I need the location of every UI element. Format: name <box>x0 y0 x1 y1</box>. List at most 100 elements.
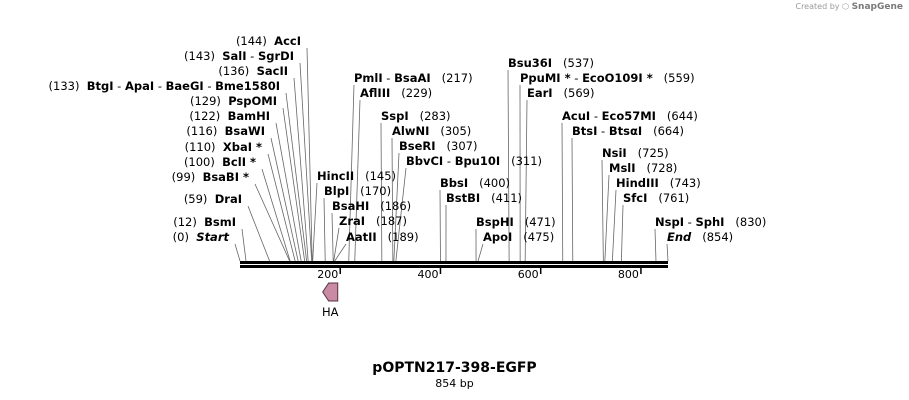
site-label-s18[interactable]: PmlI - BsaAI (217) <box>354 71 473 85</box>
site-label-s0[interactable]: (0) Start <box>173 230 230 244</box>
site-label-part: BseRI <box>399 139 436 153</box>
site-label-part: (307) <box>436 139 478 153</box>
site-label-s25[interactable]: BstBI (411) <box>446 191 522 205</box>
leader-line-s14 <box>323 197 326 262</box>
tick-label-400: 400 <box>417 268 438 281</box>
site-label-part: (186) <box>369 199 411 213</box>
site-label-s8[interactable]: (129) PspOMI <box>190 94 277 108</box>
site-label-s10[interactable]: (136) SacII <box>218 64 288 78</box>
site-label-s24[interactable]: BbsI (400) <box>440 176 510 190</box>
site-label-part: Eco57MI <box>602 109 656 123</box>
site-label-part: SphI <box>695 215 724 229</box>
leader-line-s13 <box>312 182 318 262</box>
site-label-s26[interactable]: BspHI (471) <box>476 215 556 229</box>
site-label-part: (537) <box>552 56 594 70</box>
leader-line-s20 <box>380 122 383 262</box>
site-label-s13[interactable]: HincII (145) <box>317 169 396 183</box>
site-label-part: ApaI <box>125 79 154 93</box>
site-label-s15[interactable]: BsaHI (186) <box>332 199 411 213</box>
leader-line-s36 <box>620 204 624 262</box>
leader-line-s8 <box>282 107 306 262</box>
site-label-part: (311) <box>500 154 542 168</box>
site-label-s22[interactable]: BseRI (307) <box>399 139 477 153</box>
site-label-part: BsaHI <box>332 199 369 213</box>
site-label-s19[interactable]: AflIII (229) <box>360 86 432 100</box>
site-label-part: (100) <box>184 155 222 169</box>
site-label-part: (559) <box>653 71 695 85</box>
site-label-s33[interactable]: NsiI (725) <box>602 146 669 160</box>
site-label-part: BbsI <box>440 176 468 190</box>
site-label-part: DraI <box>215 192 242 206</box>
site-label-part: (854) <box>691 230 733 244</box>
site-label-s27[interactable]: ApoI (475) <box>483 230 554 244</box>
site-label-s5[interactable]: (110) XbaI * <box>185 140 262 154</box>
site-label-s1[interactable]: (12) BsmI <box>173 215 236 229</box>
site-label-s23[interactable]: BbvCI - Bpu10I (311) <box>406 154 542 168</box>
site-label-s37[interactable]: NspI - SphI (830) <box>655 215 766 229</box>
site-label-s34[interactable]: MslI (728) <box>609 161 677 175</box>
site-label-s28[interactable]: Bsu36I (537) <box>508 56 594 70</box>
leader-line-s4 <box>261 168 291 262</box>
site-label-part: (99) <box>172 170 203 184</box>
site-label-part: (830) <box>724 215 766 229</box>
site-label-s16[interactable]: ZraI (187) <box>339 214 407 228</box>
site-label-part: AccI <box>274 34 301 48</box>
site-label-s12[interactable]: (144) AccI <box>236 34 301 48</box>
site-label-part: BlpI <box>324 184 349 198</box>
snapgene-logo-icon: ⬡ <box>842 2 850 11</box>
site-label-s4[interactable]: (100) BclI * <box>184 155 256 169</box>
plasmid-length: 854 bp <box>435 377 474 390</box>
site-label-part: BaeGI <box>166 79 204 93</box>
site-label-part: AatII <box>346 230 377 244</box>
site-label-s30[interactable]: EarI (569) <box>527 86 594 100</box>
site-label-s6[interactable]: (116) BsaWI <box>186 124 265 138</box>
site-label-s9[interactable]: (133) BtgI - ApaI - BaeGI - Bme1580I <box>49 79 280 93</box>
site-label-part: BstBI <box>446 191 480 205</box>
site-label-part: - <box>154 79 165 93</box>
leader-line-s18 <box>348 84 355 262</box>
site-label-part: (145) <box>354 169 396 183</box>
leader-line-s21 <box>391 137 394 262</box>
site-label-part: Bsu36I <box>508 56 552 70</box>
site-label-part: (217) <box>431 71 473 85</box>
site-label-part: BsaBI * <box>203 170 249 184</box>
site-label-s32[interactable]: BtsI - BtsαI (664) <box>572 124 684 138</box>
site-label-s35[interactable]: HindIII (743) <box>616 176 701 190</box>
site-label-part: PmlI <box>354 71 383 85</box>
site-label-part: EarI <box>527 86 553 100</box>
site-label-s3[interactable]: (99) BsaBI * <box>172 170 249 184</box>
site-label-part: (283) <box>409 109 451 123</box>
leader-line-s5 <box>267 153 296 262</box>
axis-ticks: 200 400 600 800 <box>317 268 642 281</box>
site-label-s29[interactable]: PpuMI * - EcoO109I * (559) <box>520 71 695 85</box>
leader-line-s19 <box>354 99 361 262</box>
backbone <box>240 261 668 268</box>
site-label-s7[interactable]: (122) BamHI <box>189 109 270 123</box>
site-label-s36[interactable]: SfcI (761) <box>623 191 689 205</box>
site-label-part: - <box>383 71 394 85</box>
site-label-part: (122) <box>189 109 227 123</box>
site-label-part: (664) <box>642 124 684 138</box>
site-label-part: (569) <box>553 86 595 100</box>
site-label-s14[interactable]: BlpI (170) <box>324 184 391 198</box>
site-label-s11[interactable]: (143) SalI - SgrDI <box>184 49 294 63</box>
site-label-part: (133) <box>49 79 87 93</box>
site-label-s38[interactable]: End (854) <box>667 230 733 244</box>
site-label-part: PspOMI <box>228 94 277 108</box>
site-label-part: HindIII <box>616 176 659 190</box>
site-label-s17[interactable]: AatII (189) <box>346 230 419 244</box>
site-label-s21[interactable]: AlwNI (305) <box>392 124 471 138</box>
site-label-s31[interactable]: AcuI - Eco57MI (644) <box>562 109 698 123</box>
site-label-part: - <box>571 71 582 85</box>
leader-line-s27 <box>477 243 484 262</box>
site-label-s2[interactable]: (59) DraI <box>184 192 242 206</box>
feature-track: HA <box>322 282 339 319</box>
tick-label-200: 200 <box>317 268 338 281</box>
leader-line-s2 <box>247 205 270 262</box>
site-label-s20[interactable]: SspI (283) <box>381 109 451 123</box>
leader-line-s7 <box>275 122 302 262</box>
site-label-part: (189) <box>377 230 419 244</box>
leader-line-s31 <box>561 122 564 262</box>
feature-arrow-HA[interactable] <box>322 282 339 302</box>
